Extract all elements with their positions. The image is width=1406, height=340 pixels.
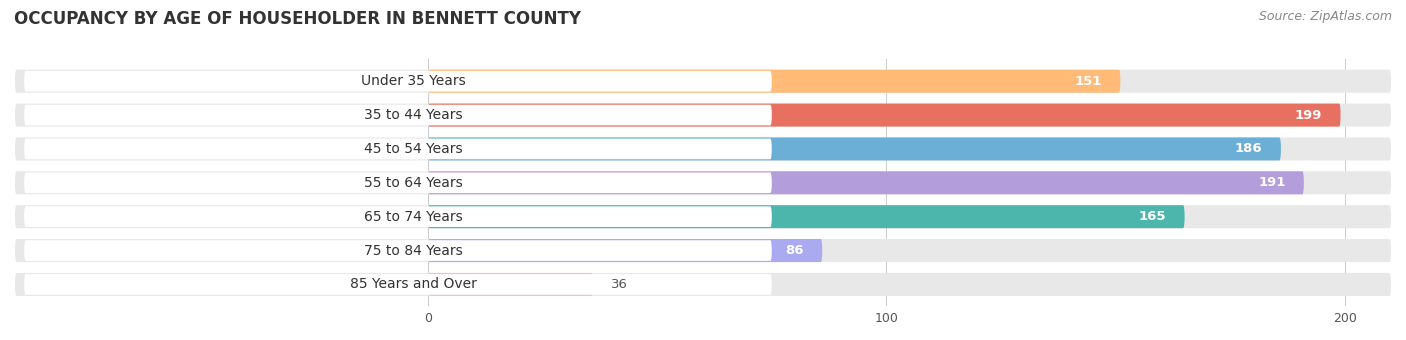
Text: 65 to 74 Years: 65 to 74 Years [364,210,463,224]
FancyBboxPatch shape [15,239,1391,262]
Text: 151: 151 [1074,75,1102,88]
FancyBboxPatch shape [15,171,1391,194]
Text: 85 Years and Over: 85 Years and Over [350,277,477,291]
Text: 55 to 64 Years: 55 to 64 Years [364,176,463,190]
FancyBboxPatch shape [427,273,593,296]
Text: 86: 86 [786,244,804,257]
FancyBboxPatch shape [24,71,772,91]
FancyBboxPatch shape [24,240,772,261]
FancyBboxPatch shape [24,139,772,159]
FancyBboxPatch shape [427,239,823,262]
Text: OCCUPANCY BY AGE OF HOUSEHOLDER IN BENNETT COUNTY: OCCUPANCY BY AGE OF HOUSEHOLDER IN BENNE… [14,10,581,28]
FancyBboxPatch shape [427,70,1121,93]
FancyBboxPatch shape [24,206,772,227]
FancyBboxPatch shape [15,273,1391,296]
FancyBboxPatch shape [427,104,1340,126]
FancyBboxPatch shape [15,70,1391,93]
Text: 186: 186 [1234,142,1263,155]
Text: 75 to 84 Years: 75 to 84 Years [364,243,463,258]
FancyBboxPatch shape [24,274,772,295]
Text: 45 to 54 Years: 45 to 54 Years [364,142,463,156]
Text: 165: 165 [1139,210,1166,223]
FancyBboxPatch shape [15,205,1391,228]
FancyBboxPatch shape [427,205,1185,228]
FancyBboxPatch shape [24,172,772,193]
Text: 36: 36 [612,278,628,291]
FancyBboxPatch shape [427,137,1281,160]
Text: Source: ZipAtlas.com: Source: ZipAtlas.com [1258,10,1392,23]
FancyBboxPatch shape [15,137,1391,160]
FancyBboxPatch shape [24,105,772,125]
FancyBboxPatch shape [15,104,1391,126]
Text: 199: 199 [1295,108,1322,122]
Text: 191: 191 [1258,176,1285,189]
Text: 35 to 44 Years: 35 to 44 Years [364,108,463,122]
Text: Under 35 Years: Under 35 Years [360,74,465,88]
FancyBboxPatch shape [427,171,1303,194]
